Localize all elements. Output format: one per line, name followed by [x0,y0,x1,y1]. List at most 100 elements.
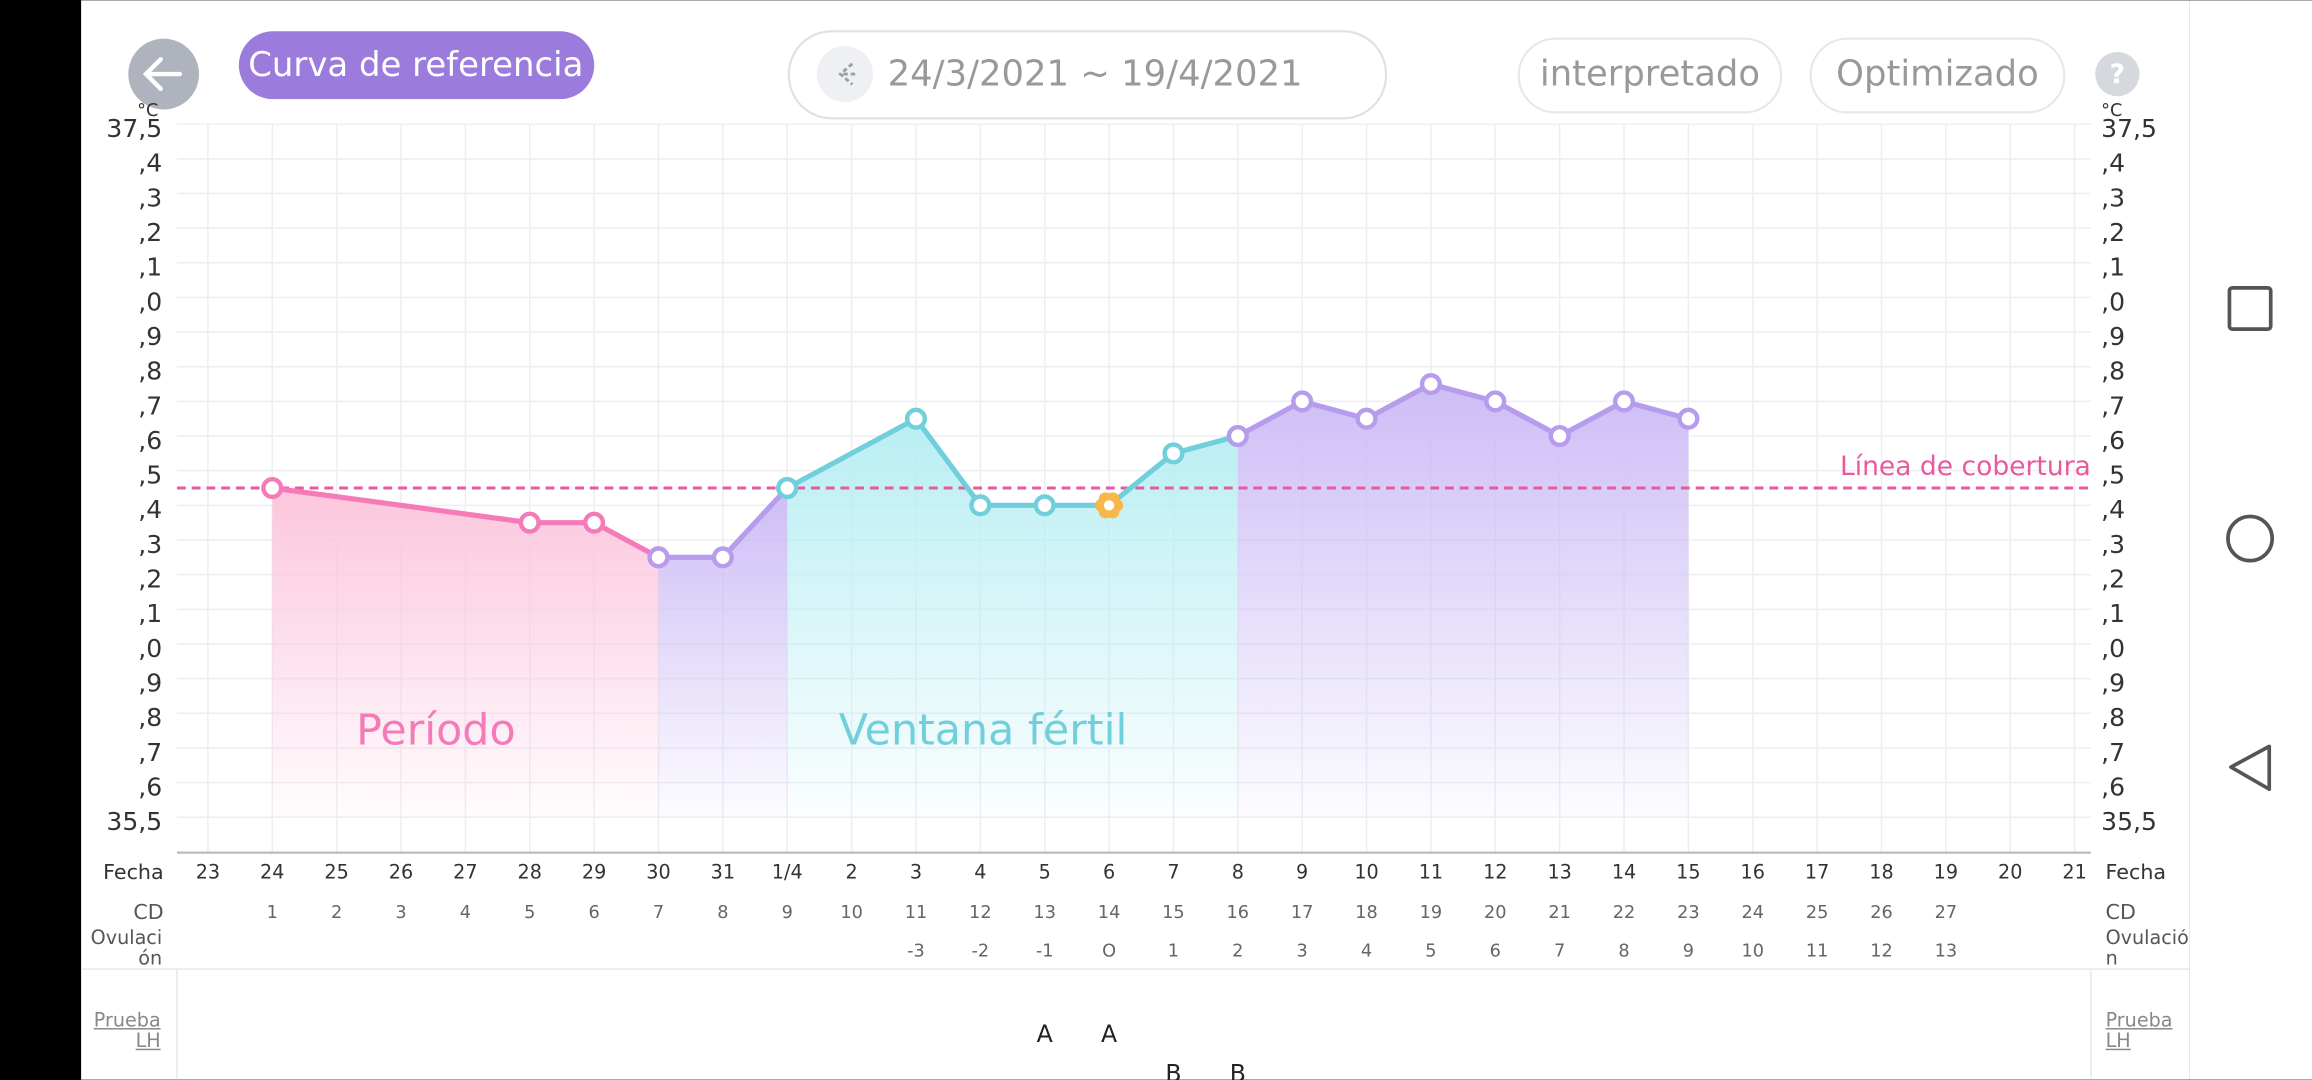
x-tick-label: 16 [1741,861,1765,884]
unit-label-right: °C [2101,101,2122,121]
y2-tick-label: ,3 [2101,183,2125,212]
cd-label: 1 [267,903,278,923]
point [904,407,928,430]
y-tick-label: ,6 [138,426,162,455]
row-label[interactable]: Prueba LH [2105,1011,2173,1054]
cd-label: 4 [460,903,471,923]
y2-tick-label: ,1 [2101,253,2125,282]
cd-label: 10 [840,903,863,923]
lh-label: B [1165,1060,1181,1080]
y2-tick-label: ,4 [2101,149,2125,178]
y-tick-label: 37,5 [106,114,162,143]
row-label-wrap: Ovulación [90,929,163,971]
row-label-wrap: Prueba LH [93,1011,161,1054]
y2-tick-label: ,3 [2101,530,2125,559]
x-tick-label: 31 [711,861,735,884]
x-tick-label: 5 [1039,861,1051,884]
point [776,476,799,500]
y-tick-label: ,2 [138,565,162,594]
point [1484,390,1507,413]
cd-label: 23 [1677,903,1700,923]
interpreted-button[interactable] [1517,37,1783,114]
y-tick-label: 35,5 [106,807,162,836]
y-tick-label: ,4 [138,149,162,178]
phase-label: Ventana fértil [839,706,1128,756]
back-button[interactable] [128,38,200,110]
line [271,485,660,560]
cd-label: 15 [1162,903,1185,923]
x-tick-label: 25 [324,861,348,884]
y-tick-label: ,2 [138,218,162,247]
point [711,546,734,569]
x-tick-label: 12 [1483,861,1507,884]
optimized-button[interactable] [1809,37,2066,114]
optimized-label: Optimizado [1836,54,2039,95]
line [1236,381,1690,439]
date-icon [838,62,859,86]
left-bar [0,0,82,1080]
reference-button-label: Curva de referencia [248,45,583,84]
y2-tick-label: ,9 [2101,322,2125,351]
point [583,511,606,534]
ovulation-label: 1 [1168,941,1179,961]
point [1677,407,1700,430]
y2-tick-label: ,4 [2101,495,2125,524]
y2-tick-label: ,1 [2101,599,2125,628]
row-label: Ovulación [90,929,163,971]
x-tick-label: 30 [646,861,670,884]
home-button[interactable] [2226,514,2275,563]
cd-label: 27 [1935,903,1958,923]
y-tick-label: ,7 [138,738,162,767]
cd-label: 17 [1291,903,1314,923]
ovulation-label: 10 [1742,941,1765,961]
cd-label: 3 [395,903,406,923]
y-tick-label: ,8 [138,703,162,732]
ovulation-label: 2 [1232,941,1243,961]
row-label-wrap: Ovulación [2106,929,2189,970]
x-tick-label: 6 [1103,861,1115,884]
cd-label: 7 [653,903,664,923]
x-tick-label: 23 [196,861,220,884]
area [1237,384,1689,818]
y-tick-label: ,0 [138,634,162,663]
interpreted-label: interpretado [1540,54,1760,95]
cd-label: 19 [1420,903,1443,923]
lh-label: A [1037,1020,1053,1048]
y-tick-label: ,9 [138,669,162,698]
y2-tick-label: ,6 [2101,772,2125,801]
y2-tick-label: ,2 [2101,565,2125,594]
cd-label: 20 [1484,903,1507,923]
recents-button[interactable] [2227,286,2273,331]
x-tick-label: 19 [1934,861,1958,884]
ovulation-label: -3 [907,941,925,961]
date-range-pill[interactable] [787,30,1388,120]
row-label-cd: CD [2106,900,2136,924]
x-tick-label: 28 [518,861,542,884]
ovulation-marker [1095,492,1124,519]
x-tick-label: 1/4 [772,861,803,884]
y-tick-label: ,9 [138,322,162,351]
y-tick-label: ,1 [138,599,162,628]
ovulation-label: 7 [1554,941,1565,961]
x-tick-label: 14 [1612,861,1636,884]
cd-label: 2 [331,903,342,923]
reference-button[interactable] [238,31,595,100]
help-button[interactable] [2095,51,2140,97]
x-tick-label: 29 [582,861,606,884]
point [1162,442,1185,465]
y-tick-label: ,5 [138,461,162,490]
cd-label: 21 [1548,903,1571,923]
y-tick-label: ,0 [138,287,162,316]
nav-bar [2189,0,2312,1080]
y2-tick-label: ,2 [2101,218,2125,247]
ovulation-label: 12 [1870,941,1893,961]
ovulation-label: 6 [1490,941,1501,961]
y-tick-label: ,1 [138,253,162,282]
back-nav-button[interactable] [2229,744,2272,792]
lh-label: B [1230,1060,1246,1080]
cd-label: 9 [782,903,793,923]
x-tick-label: 24 [260,861,284,884]
row-label[interactable]: Prueba LH [93,1011,161,1054]
y2-tick-label: ,6 [2101,426,2125,455]
x-tick-label: 17 [1805,861,1829,884]
